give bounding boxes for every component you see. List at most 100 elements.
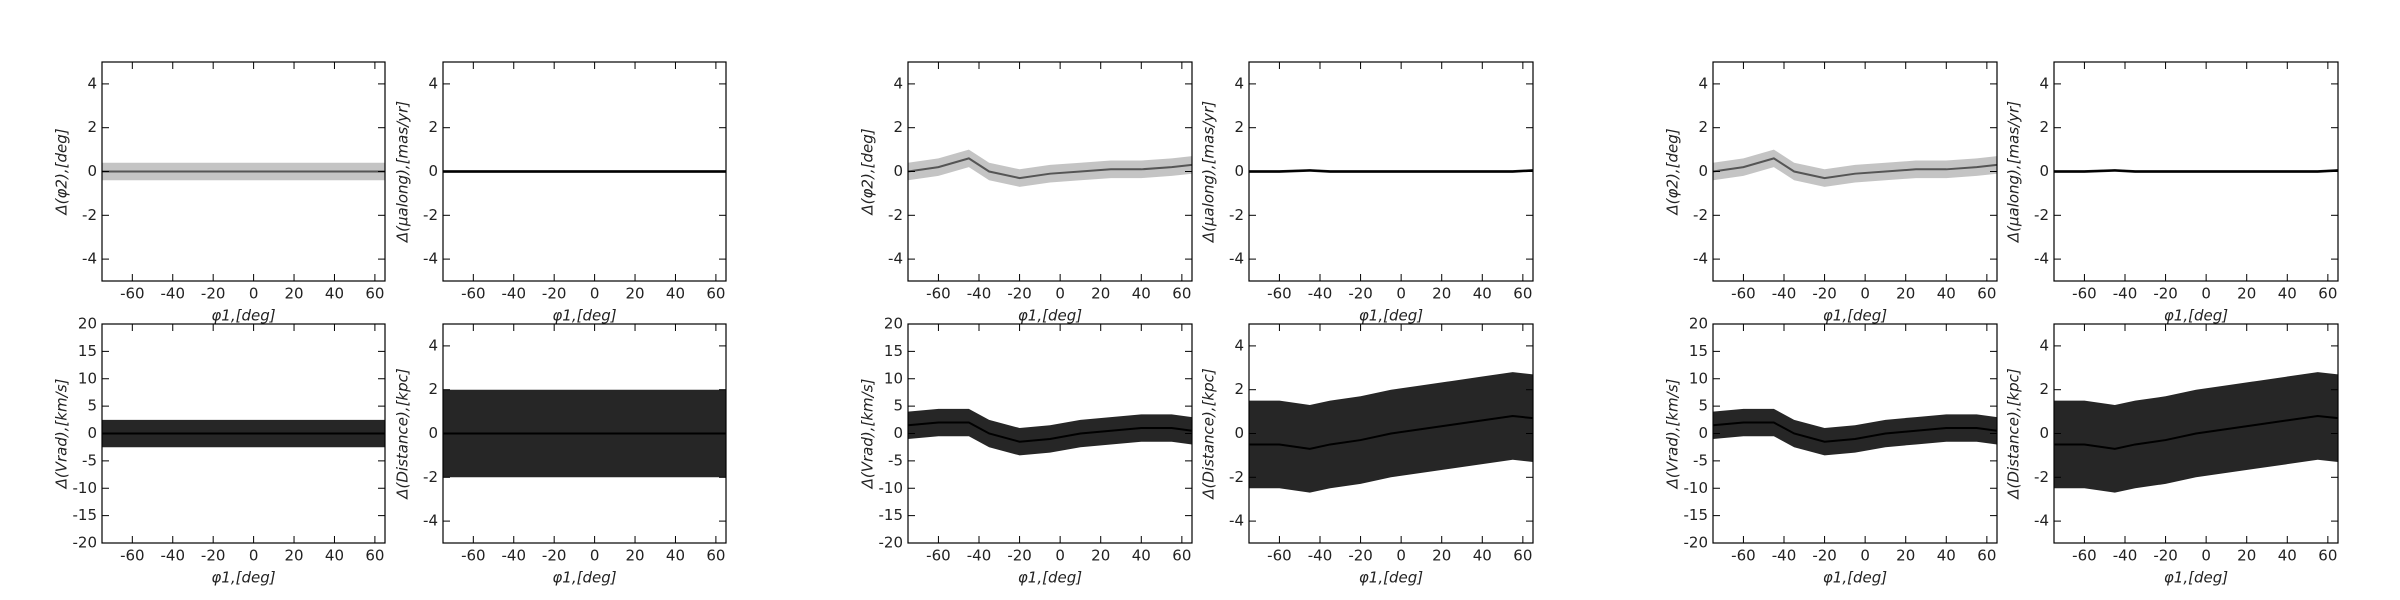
x-tick-label: 40	[1473, 285, 1492, 303]
y-tick-label: 4	[2039, 74, 2049, 92]
x-tick-label: -60	[926, 285, 951, 303]
center-line	[1713, 157, 1997, 180]
y-tick-label: 0	[428, 162, 438, 180]
scatter-band	[908, 408, 1192, 456]
y-tick-label: 10	[78, 369, 97, 387]
x-tick-label: 60	[1977, 547, 1996, 565]
x-tick-label: -20	[1007, 547, 1032, 565]
x-tick-label: 60	[2318, 547, 2337, 565]
x-tick-label: -60	[461, 285, 486, 303]
y-tick-label: 20	[884, 315, 903, 333]
y-tick-label: -2	[2034, 206, 2049, 224]
x-tick-label: 20	[1091, 285, 1110, 303]
scatter-band	[1713, 149, 1997, 187]
x-tick-label: 0	[590, 285, 600, 303]
x-tick-label: -60	[120, 285, 145, 303]
x-tick-label: 40	[1132, 547, 1151, 565]
x-axis-label: φ1,[deg]	[211, 307, 275, 325]
x-tick-label: 40	[1937, 285, 1956, 303]
y-tick-label: 0	[1234, 162, 1244, 180]
x-tick-label: 20	[1091, 547, 1110, 565]
y-tick-label: 15	[884, 342, 903, 360]
x-tick-label: -20	[201, 285, 226, 303]
x-tick-label: -20	[1348, 285, 1373, 303]
x-tick-label: 0	[1396, 547, 1406, 565]
x-tick-label: -60	[1267, 547, 1292, 565]
x-tick-label: -20	[1812, 285, 1837, 303]
x-tick-label: -60	[2072, 547, 2097, 565]
panel: -60 -40 -20 0 20 40 60 -20 -15 -10 -5 0 5 10 15 20 φ1,[d…	[859, 315, 1193, 587]
plot-area	[2054, 169, 2338, 173]
y-tick-label: -15	[879, 506, 904, 524]
x-tick-label: 20	[1896, 547, 1915, 565]
y-tick-label: 0	[1698, 162, 1708, 180]
y-axis-label: Δ(Vrad),[km/s]	[53, 378, 71, 489]
y-tick-label: -5	[1693, 451, 1708, 469]
y-axis-label: Δ(φ2),[deg]	[1664, 128, 1682, 215]
panel: -60 -40 -20 0 20 40 60-4-2024φ1,[deg]Δ(φ2),[de…	[53, 61, 386, 325]
x-tick-label: -20	[1348, 547, 1373, 565]
y-axis-label: Δ(Distance),[kpc]	[394, 368, 412, 500]
y-tick-label: 0	[893, 162, 903, 180]
plot-area	[908, 149, 1192, 187]
y-tick-label: -4	[888, 250, 903, 268]
panel: -60 -40 -20 0 20 40 60-4-2024φ1,[deg]Δ(μalong)…	[1200, 61, 1534, 325]
x-tick-label: -40	[1308, 285, 1333, 303]
y-tick-label: 0	[87, 424, 97, 442]
y-tick-label: -2	[888, 206, 903, 224]
y-axis-label: Δ(φ2),[deg]	[859, 128, 877, 215]
x-tick-label: 60	[706, 285, 725, 303]
x-tick-label: -20	[542, 547, 567, 565]
y-tick-label: 2	[893, 118, 903, 136]
scatter-band	[908, 149, 1192, 187]
y-axis-label: Δ(μalong),[mas/yr]	[1200, 101, 1218, 243]
x-tick-label: -40	[161, 285, 186, 303]
x-tick-label: -20	[1812, 547, 1837, 565]
plot-area	[1249, 372, 1533, 493]
y-tick-label: 0	[428, 424, 438, 442]
y-tick-label: -4	[2034, 512, 2049, 530]
x-axis-label: φ1,[deg]	[1823, 307, 1887, 325]
x-tick-label: 40	[1937, 547, 1956, 565]
plot-area	[1713, 149, 1997, 187]
x-tick-label: -60	[926, 547, 951, 565]
panel: -60 -40 -20 0 20 40 60-4-2024φ1,[deg]Δ(φ2),[de…	[859, 61, 1193, 325]
x-tick-label: 60	[365, 547, 384, 565]
x-tick-label: 20	[1432, 285, 1451, 303]
y-tick-label: 2	[87, 118, 97, 136]
x-tick-label: 60	[365, 285, 384, 303]
y-tick-label: 4	[1234, 74, 1244, 92]
x-tick-label: 40	[1473, 547, 1492, 565]
y-tick-label: 5	[1698, 397, 1708, 415]
y-tick-label: 0	[893, 424, 903, 442]
x-tick-label: -60	[1731, 547, 1756, 565]
x-axis-label: φ1,[deg]	[211, 569, 275, 587]
y-tick-label: 4	[87, 74, 97, 92]
x-tick-label: -40	[502, 547, 527, 565]
x-tick-label: 0	[590, 547, 600, 565]
x-tick-label: -20	[2153, 547, 2178, 565]
center-line	[908, 157, 1192, 180]
x-tick-label: -20	[2153, 285, 2178, 303]
panel: -60 -40 -20 0 20 40 60 -20 -15 -10 -5 0 5 10 15 20 φ1,[d…	[1664, 315, 1998, 587]
panel: -60 -40 -20 0 20 40 60 -20 -15 -10 -5 0 5 10 15 20 φ1,[d…	[53, 315, 386, 587]
y-tick-label: 2	[1234, 118, 1244, 136]
x-tick-label: -60	[1267, 285, 1292, 303]
y-tick-label: -4	[1229, 250, 1244, 268]
x-tick-label: -40	[502, 285, 527, 303]
x-tick-label: 20	[284, 285, 303, 303]
center-line	[2054, 414, 2338, 450]
y-tick-label: -20	[879, 534, 904, 552]
x-tick-label: -40	[2113, 547, 2138, 565]
x-axis-label: φ1,[deg]	[552, 569, 616, 587]
y-tick-label: -20	[73, 534, 98, 552]
x-axis-label: φ1,[deg]	[1359, 307, 1423, 325]
scatter-band	[1713, 408, 1997, 456]
x-tick-label: 40	[666, 547, 685, 565]
scatter-band	[2054, 372, 2338, 493]
x-tick-label: 0	[1860, 547, 1870, 565]
x-axis-label: φ1,[deg]	[1018, 307, 1082, 325]
y-tick-label: 2	[2039, 118, 2049, 136]
y-tick-label: 0	[1698, 424, 1708, 442]
